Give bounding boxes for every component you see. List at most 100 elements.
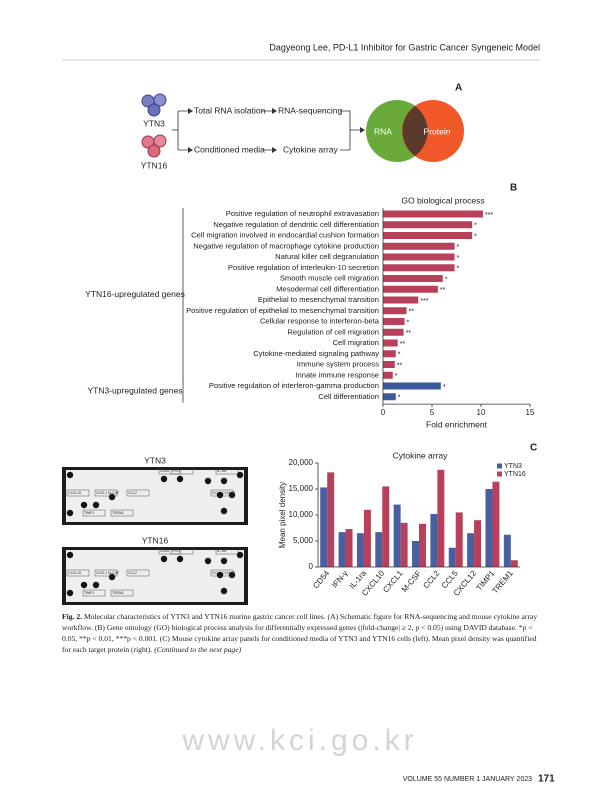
legend-swatch: [497, 471, 502, 477]
bar: [510, 560, 518, 567]
significance: *: [457, 244, 460, 251]
bar: [467, 533, 475, 567]
panel-letter: A: [455, 83, 462, 94]
significance: *: [457, 255, 460, 262]
spot-label: CXCL10: [68, 491, 81, 495]
spot-label: IL-1ra: [217, 549, 226, 553]
spot-label: IFN-γ: [172, 549, 181, 553]
spot-label: CCL5 CXCL12: [212, 491, 235, 495]
array-spot: [204, 477, 212, 485]
bar: [327, 472, 335, 567]
y-tick-label: 20,000: [289, 458, 314, 467]
significance: *: [398, 352, 401, 359]
array-spot: [160, 475, 168, 483]
bar: [383, 242, 455, 250]
category-label: Cell migration involved in endocardial c…: [191, 231, 379, 240]
array-spot: [176, 555, 184, 563]
bar: [383, 339, 398, 347]
bar: [363, 509, 371, 567]
spot-label: TREM1: [112, 511, 124, 515]
bar: [383, 361, 395, 368]
bar: [383, 371, 393, 379]
legend-swatch: [497, 463, 502, 469]
spot-box: [170, 547, 194, 555]
bar: [383, 210, 483, 218]
spot-label: CCL2: [128, 491, 137, 495]
category-label: Smooth muscle cell migration: [280, 274, 379, 283]
bar: [345, 529, 353, 567]
category-label: Mesodermal cell differentiation: [276, 284, 379, 293]
array-spot: [92, 581, 100, 589]
x-tick-label: 10: [477, 408, 486, 417]
array-spot: [220, 587, 228, 595]
spot-box: [110, 509, 134, 517]
spot-box: [158, 547, 182, 555]
significance: **: [440, 287, 446, 294]
array-spot: [92, 501, 100, 509]
significance: *: [407, 319, 410, 326]
bar: [383, 296, 419, 304]
legend-label: YTN3: [504, 463, 522, 470]
bar: [383, 275, 443, 282]
category-label: Positive regulation of epithelial to mes…: [186, 306, 379, 315]
category-label: Cytokine-mediated signaling pathway: [253, 349, 379, 358]
workflow-arrows: [172, 110, 360, 151]
step: Cytokine array: [283, 144, 339, 154]
spot-label: TIMP1: [84, 591, 94, 595]
array-spot: [80, 581, 88, 589]
array-spot: [108, 493, 116, 501]
venn-label: Protein: [424, 126, 451, 136]
y-axis-label: Mean pixel density: [278, 482, 287, 548]
spot-box: [158, 467, 182, 475]
significance: **: [397, 362, 403, 369]
significance: *: [474, 223, 477, 230]
y-tick-label: 0: [309, 562, 314, 571]
array-spot: [66, 509, 74, 517]
legend-label: YTN16: [504, 471, 526, 478]
bar: [383, 264, 455, 272]
x-tick-label: M-CSF: [400, 569, 423, 594]
venn-label: RNA: [374, 126, 392, 136]
spot-box: [170, 467, 194, 475]
bar: [437, 469, 445, 567]
significance: *: [398, 395, 401, 402]
caption-label: Fig. 2.: [62, 612, 83, 621]
array-spot: [160, 555, 168, 563]
x-axis-label: Fold enrichment: [426, 419, 488, 429]
x-tick-label: IFN-γ: [330, 569, 349, 590]
array-title: YTN16: [142, 535, 169, 545]
significance: *: [457, 266, 460, 273]
significance: **: [409, 309, 415, 316]
spot-box: [215, 547, 239, 555]
bar: [430, 513, 438, 567]
array-spot: [228, 571, 236, 579]
panel-letter: B: [510, 183, 517, 194]
spot-label: CXCL1 M-CSF: [96, 571, 119, 575]
category-label: Cell migration: [333, 338, 379, 347]
x-tick-label: CD54: [311, 568, 331, 590]
spot-label: TREM1: [112, 591, 124, 595]
bar: [382, 486, 390, 567]
spot-box: [126, 569, 150, 577]
significance: *: [395, 373, 398, 380]
spot-box: [82, 509, 106, 517]
spot-label: CCL5 CXCL12: [212, 571, 235, 575]
bar: [338, 532, 346, 567]
bar: [383, 393, 396, 401]
category-label: Positive regulation of interleukin-10 se…: [228, 263, 379, 272]
category-label: Natural killer cell degranulation: [275, 252, 379, 261]
y-tick-label: 10,000: [289, 510, 314, 519]
significance: **: [400, 341, 406, 348]
bar: [492, 481, 500, 567]
array-spot: [220, 507, 228, 515]
significance: ***: [420, 298, 428, 305]
bar: [383, 285, 438, 293]
category-label: Positive regulation of neutrophil extrav…: [226, 209, 379, 218]
bar: [375, 532, 383, 567]
array-spot: [220, 477, 228, 485]
spot-label: CD54: [160, 469, 169, 473]
array-spot: [108, 573, 116, 581]
category-label: Cell differentiation: [318, 392, 379, 401]
array-spot: [216, 491, 224, 499]
